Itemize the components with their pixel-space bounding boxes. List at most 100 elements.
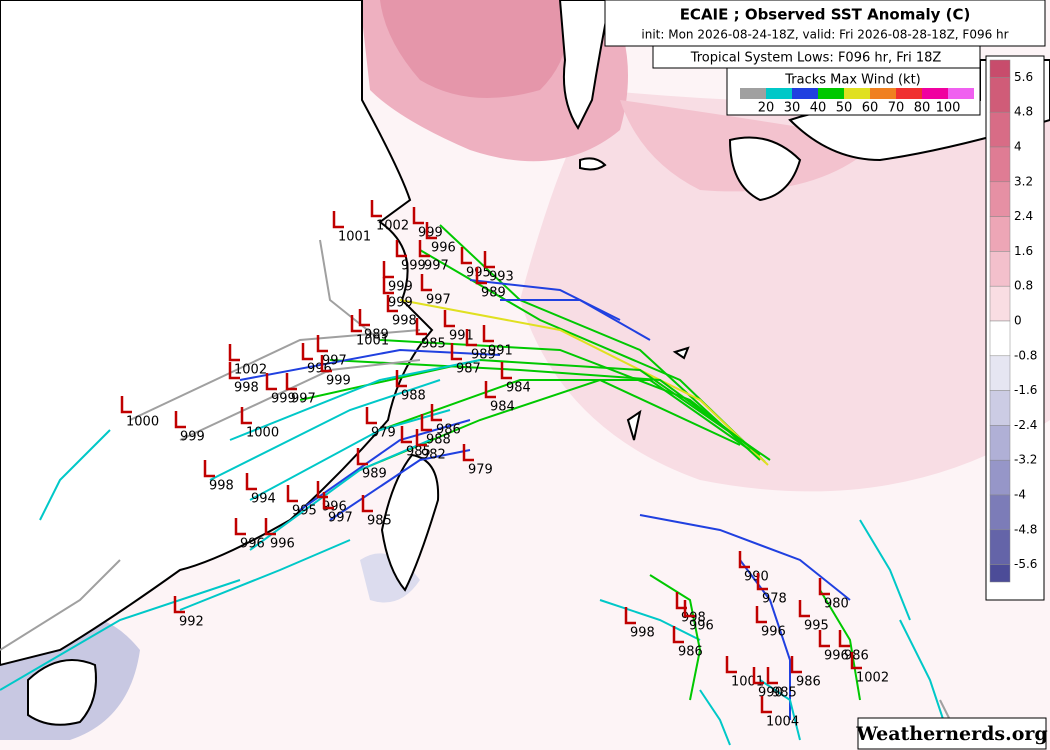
low-pressure-label: 992	[179, 615, 204, 630]
colorbar-label: 0.8	[1014, 279, 1033, 293]
low-marker	[418, 240, 430, 258]
low-pressure-label: 996	[240, 537, 265, 552]
low-marker	[738, 551, 750, 569]
low-marker	[766, 667, 778, 685]
low-pressure-label: 989	[481, 286, 506, 301]
colorbar-bin	[989, 216, 1011, 252]
storm-track	[699, 689, 731, 746]
low-pressure-label: 999	[271, 392, 296, 407]
low-pressure-label: 980	[824, 597, 849, 612]
colorbar-bin	[989, 494, 1011, 531]
colorbar-label: 3.2	[1014, 174, 1033, 188]
low-marker	[350, 315, 362, 333]
watermark-box	[857, 717, 1047, 750]
wind-label: 40	[810, 101, 827, 116]
colorbar-label: -5.6	[1014, 557, 1037, 571]
low-pressure-label: 999	[388, 296, 413, 311]
storm-track	[239, 348, 501, 381]
low-marker	[174, 411, 186, 429]
low-marker	[483, 251, 495, 269]
low-pressure-label: 996	[761, 625, 786, 640]
low-pressure-label: 982	[421, 448, 446, 463]
storm-track	[0, 559, 121, 651]
title: ECAIE ; Observed SST Anomaly (C)	[680, 6, 971, 24]
storm-track	[249, 409, 451, 501]
low-marker	[838, 630, 850, 648]
low-pressure-label: 997	[426, 293, 451, 308]
watermark: Weathernerds.org	[855, 723, 1047, 745]
low-pressure-label: 995	[292, 504, 317, 519]
low-marker	[316, 335, 328, 353]
low-pressure-label: 1002	[376, 219, 409, 234]
low-marker	[420, 414, 432, 432]
low-pressure-label: 986	[678, 645, 703, 660]
storm-track	[0, 579, 241, 691]
storm-track	[39, 429, 111, 521]
low-marker	[264, 518, 276, 536]
low-pressure-label: 996	[824, 649, 849, 664]
colorbar-bin	[989, 77, 1011, 113]
low-marker	[818, 578, 830, 596]
wind-swatch	[740, 88, 766, 99]
low-pressure-label: 1001	[731, 675, 764, 690]
low-marker	[203, 460, 215, 478]
low-marker	[412, 207, 424, 225]
low-pressure-label: 997	[328, 511, 353, 526]
storm-track	[759, 679, 801, 741]
storm-track	[859, 519, 911, 621]
low-marker	[356, 448, 368, 466]
low-marker	[245, 473, 257, 491]
low-marker	[818, 630, 830, 648]
low-pressure-label: 996	[307, 362, 332, 377]
low-marker	[395, 370, 407, 388]
low-pressure-label: 996	[270, 537, 295, 552]
storm-track	[399, 299, 769, 466]
low-marker	[430, 404, 442, 422]
low-marker	[482, 325, 494, 343]
colorbar-bin	[989, 320, 1011, 357]
low-pressure-label: 997	[322, 354, 347, 369]
storm-track	[299, 358, 771, 461]
colorbar-bin	[989, 459, 1011, 496]
low-marker	[850, 652, 862, 670]
low-marker	[672, 626, 684, 644]
low-pressure-label: 989	[362, 467, 387, 482]
storm-track	[249, 439, 431, 551]
colorbar-label: 2.4	[1014, 209, 1033, 223]
low-marker	[500, 362, 512, 380]
low-pressure-label: 1000	[126, 415, 159, 430]
low-pressure-label: 998	[209, 479, 234, 494]
low-marker	[228, 362, 240, 380]
colorbar-label: -4	[1014, 488, 1026, 502]
low-marker	[358, 309, 370, 327]
low-pressure-label: 991	[449, 329, 474, 344]
low-marker	[425, 222, 437, 240]
low-pressure-label: 985	[421, 337, 446, 352]
low-pressure-label: 979	[371, 426, 396, 441]
low-pressure-label: 1001	[338, 230, 371, 245]
wind-swatch	[870, 88, 896, 99]
low-pressure-label: 999	[326, 374, 351, 389]
wind-swatch	[844, 88, 870, 99]
low-pressure-label: 985	[367, 514, 392, 529]
low-marker	[365, 407, 377, 425]
low-marker	[400, 426, 412, 444]
low-marker	[725, 656, 737, 674]
low-marker	[361, 495, 373, 513]
legend-title: Tracks Max Wind (kt)	[784, 73, 921, 88]
low-marker	[675, 592, 687, 610]
wind-label: 80	[914, 101, 931, 116]
storm-track	[500, 299, 651, 341]
wind-swatch	[792, 88, 818, 99]
storm-track	[319, 239, 381, 341]
low-pressure-label: 986	[436, 423, 461, 438]
low-marker	[683, 600, 695, 618]
low-pressure-label: 989	[471, 348, 496, 363]
colorbar-label: -1.6	[1014, 383, 1037, 397]
low-pressure-label: 990	[758, 686, 783, 701]
low-pressure-label: 999	[180, 430, 205, 445]
colorbar-bin	[989, 111, 1011, 148]
